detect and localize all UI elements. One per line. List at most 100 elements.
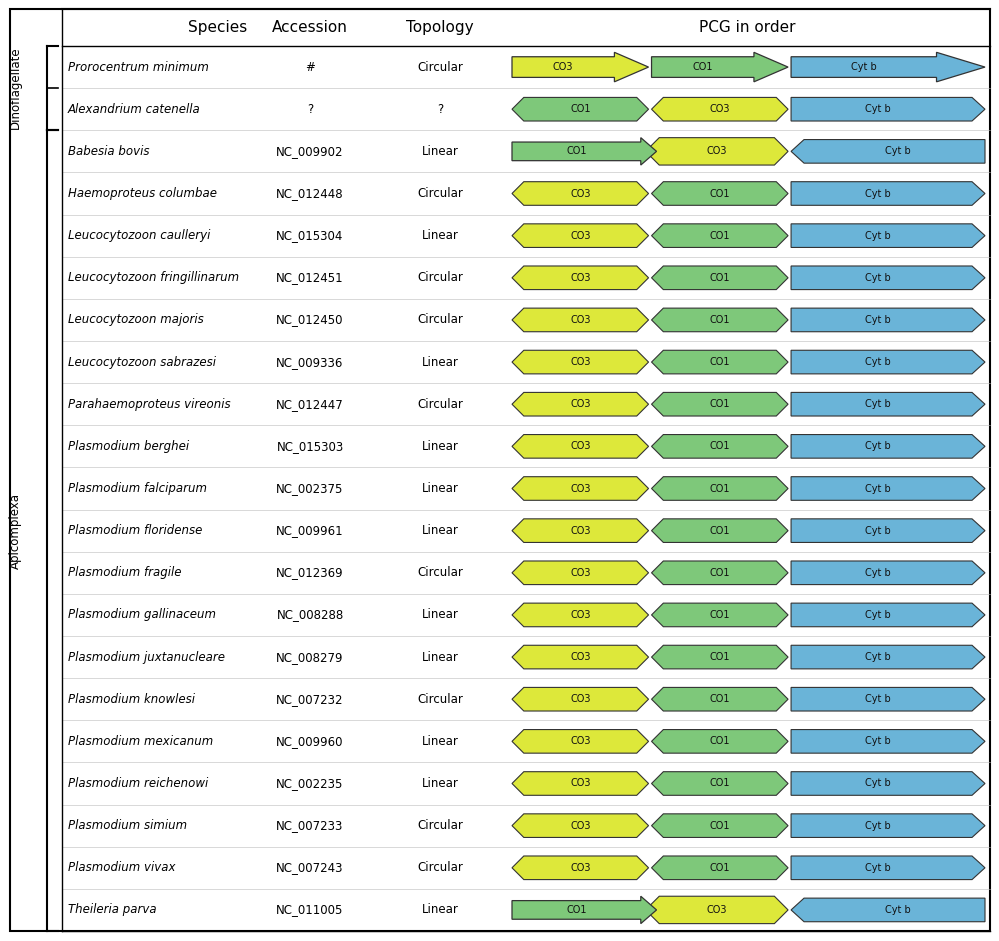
- Text: Plasmodium gallinaceum: Plasmodium gallinaceum: [68, 609, 216, 621]
- Polygon shape: [512, 646, 648, 669]
- Text: Accession: Accession: [272, 20, 348, 35]
- Text: Cyt b: Cyt b: [865, 441, 891, 452]
- Text: Linear: Linear: [422, 356, 459, 369]
- Text: CO3: CO3: [570, 610, 590, 620]
- Text: NC_002235: NC_002235: [277, 777, 344, 790]
- Polygon shape: [651, 856, 788, 880]
- Polygon shape: [791, 814, 985, 837]
- Text: CO3: CO3: [570, 567, 590, 578]
- Text: CO3: CO3: [570, 526, 590, 535]
- Polygon shape: [651, 53, 788, 82]
- Polygon shape: [512, 896, 656, 924]
- Text: CO1: CO1: [570, 104, 590, 114]
- Text: NC_008288: NC_008288: [277, 609, 344, 621]
- Polygon shape: [651, 392, 788, 416]
- Text: Leucocytozoon caulleryi: Leucocytozoon caulleryi: [68, 230, 211, 242]
- Text: CO1: CO1: [709, 652, 730, 662]
- Text: Circular: Circular: [417, 398, 463, 410]
- Polygon shape: [512, 435, 648, 458]
- Polygon shape: [512, 856, 648, 880]
- Polygon shape: [791, 856, 985, 880]
- Text: CO1: CO1: [709, 821, 730, 831]
- Polygon shape: [651, 308, 788, 332]
- Text: Cyt b: Cyt b: [865, 315, 891, 325]
- Text: Linear: Linear: [422, 482, 459, 495]
- Text: NC_009902: NC_009902: [277, 145, 344, 158]
- Text: NC_007232: NC_007232: [277, 693, 344, 706]
- Polygon shape: [651, 561, 788, 584]
- Text: Plasmodium floridense: Plasmodium floridense: [68, 524, 203, 537]
- Polygon shape: [651, 518, 788, 542]
- Text: CO1: CO1: [709, 484, 730, 493]
- Text: Linear: Linear: [422, 735, 459, 748]
- Text: CO1: CO1: [709, 441, 730, 452]
- Text: Linear: Linear: [422, 524, 459, 537]
- Polygon shape: [651, 266, 788, 290]
- Text: Circular: Circular: [417, 566, 463, 580]
- Text: Linear: Linear: [422, 145, 459, 158]
- Text: CO1: CO1: [692, 62, 713, 72]
- Text: CO1: CO1: [709, 315, 730, 325]
- Polygon shape: [791, 224, 985, 247]
- Text: Cyt b: Cyt b: [865, 273, 891, 283]
- Text: Cyt b: Cyt b: [885, 147, 911, 156]
- Text: Plasmodium knowlesi: Plasmodium knowlesi: [68, 693, 195, 706]
- Text: Alexandrium catenella: Alexandrium catenella: [68, 103, 201, 116]
- Text: Plasmodium vivax: Plasmodium vivax: [68, 861, 176, 874]
- Text: CO3: CO3: [709, 104, 730, 114]
- Text: Cyt b: Cyt b: [865, 821, 891, 831]
- Text: CO1: CO1: [709, 273, 730, 283]
- Polygon shape: [512, 688, 648, 711]
- Text: Cyt b: Cyt b: [865, 694, 891, 704]
- Text: Linear: Linear: [422, 903, 459, 917]
- Polygon shape: [651, 224, 788, 247]
- Text: CO3: CO3: [570, 694, 590, 704]
- Text: NC_009336: NC_009336: [277, 356, 344, 369]
- Polygon shape: [512, 603, 648, 627]
- Text: CO1: CO1: [709, 526, 730, 535]
- Polygon shape: [512, 182, 648, 205]
- Text: Babesia bovis: Babesia bovis: [68, 145, 150, 158]
- Text: NC_012450: NC_012450: [277, 313, 344, 327]
- Text: Species: Species: [189, 20, 248, 35]
- Polygon shape: [512, 266, 648, 290]
- Text: Plasmodium simium: Plasmodium simium: [68, 820, 187, 832]
- Text: Cyt b: Cyt b: [885, 905, 911, 915]
- Text: Haemoproteus columbae: Haemoproteus columbae: [68, 187, 217, 200]
- Text: CO3: CO3: [570, 821, 590, 831]
- Text: Cyt b: Cyt b: [865, 737, 891, 746]
- Text: Parahaemoproteus vireonis: Parahaemoproteus vireonis: [68, 398, 231, 410]
- Text: NC_009960: NC_009960: [277, 735, 344, 748]
- Text: CO3: CO3: [570, 778, 590, 789]
- Text: CO3: CO3: [570, 399, 590, 409]
- Polygon shape: [512, 772, 648, 795]
- Text: CO3: CO3: [570, 315, 590, 325]
- Text: Cyt b: Cyt b: [865, 357, 891, 367]
- Text: Plasmodium reichenowi: Plasmodium reichenowi: [68, 777, 208, 790]
- Text: Plasmodium juxtanucleare: Plasmodium juxtanucleare: [68, 650, 225, 663]
- Polygon shape: [791, 646, 985, 669]
- Polygon shape: [512, 350, 648, 374]
- Text: CO3: CO3: [706, 905, 727, 915]
- Text: Cyt b: Cyt b: [865, 778, 891, 789]
- Polygon shape: [512, 729, 648, 753]
- Text: NC_007233: NC_007233: [277, 820, 344, 832]
- Text: CO3: CO3: [570, 273, 590, 283]
- Polygon shape: [791, 182, 985, 205]
- Text: Cyt b: Cyt b: [851, 62, 877, 72]
- Text: ?: ?: [437, 103, 444, 116]
- Polygon shape: [651, 814, 788, 837]
- Polygon shape: [791, 729, 985, 753]
- Polygon shape: [512, 814, 648, 837]
- Text: Cyt b: Cyt b: [865, 399, 891, 409]
- Polygon shape: [791, 266, 985, 290]
- Text: Cyt b: Cyt b: [865, 652, 891, 662]
- Text: Circular: Circular: [417, 187, 463, 200]
- Polygon shape: [791, 518, 985, 542]
- Text: CO3: CO3: [570, 231, 590, 241]
- Text: CO3: CO3: [570, 188, 590, 199]
- Text: Linear: Linear: [422, 230, 459, 242]
- Polygon shape: [791, 392, 985, 416]
- Text: Theileria parva: Theileria parva: [68, 903, 157, 917]
- Polygon shape: [791, 688, 985, 711]
